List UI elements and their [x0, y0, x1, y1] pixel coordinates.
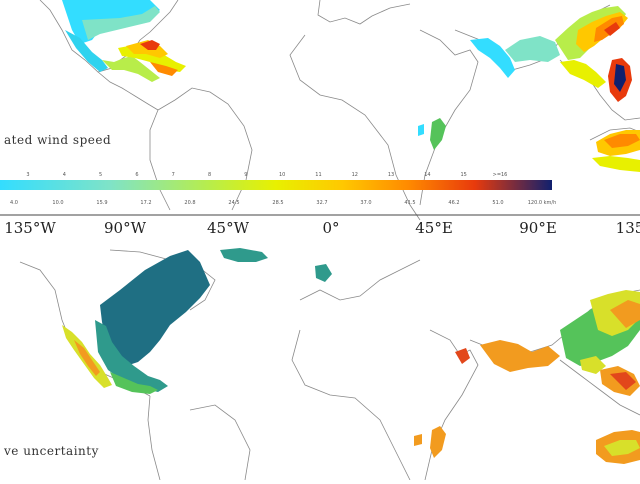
top-panel-label: ated wind speed [4, 133, 112, 147]
lon-label-45e: 45°E [415, 219, 453, 237]
colorbar-upper-tick: 13 [387, 172, 395, 178]
colorbar-lower-tick: 120.0 km/h [527, 200, 557, 206]
colorbar-lower-tick: 4.0 [10, 200, 18, 206]
colorbar-lower-tick: 15.9 [96, 200, 108, 206]
lon-label-135w: 135°W [4, 219, 56, 237]
colorbar-upper-tick: 12 [351, 172, 358, 178]
lon-label-135e: 135 [615, 219, 640, 237]
colorbar-upper-tick: 4 [62, 172, 66, 178]
colorbar-lower-tick: 37.0 [360, 200, 372, 206]
colorbar-lower-tick: 41.5 [404, 200, 416, 206]
colorbar-upper-tick: 10 [278, 172, 286, 178]
top-wind-australia [592, 130, 640, 172]
colorbar-lower-tick: 17.2 [140, 200, 152, 206]
colorbar-upper-tick: >=16 [492, 172, 508, 178]
colorbar-lower-tick: 28.5 [272, 200, 284, 206]
colorbar-upper-tick: 14 [424, 172, 431, 178]
colorbar-lower-tick: 10.0 [52, 200, 64, 206]
colorbar-lower-tick: 24.5 [228, 200, 240, 206]
colorbar-lower-tick: 46.2 [448, 200, 460, 206]
top-wind-madagascar [418, 118, 446, 150]
colorbar-upper-tick: 6 [135, 172, 139, 178]
top-map [39, 0, 640, 221]
top-coastlines [39, 0, 640, 221]
top-wind-americas [62, 0, 186, 82]
colorbar-upper-tick: 15 [460, 172, 467, 178]
bottom-panel-label: ve uncertainty [4, 444, 99, 458]
bottom-unc-southern [414, 426, 640, 464]
bottom-map [19, 248, 640, 481]
colorbar-upper-tick: 9 [244, 172, 248, 178]
bottom-unc-asia [455, 290, 640, 396]
colorbar-upper-tick: 8 [207, 172, 212, 178]
colorbar-upper-tick: 11 [315, 172, 322, 178]
lon-label-90e: 90°E [519, 219, 557, 237]
colorbar [0, 180, 552, 190]
lon-label-0: 0° [322, 219, 340, 237]
colorbar-lower-tick: 51.0 [492, 200, 504, 206]
colorbar-lower-tick: 32.7 [316, 200, 328, 206]
lon-label-90w: 90°W [103, 219, 147, 237]
colorbar-upper-tick: 5 [99, 172, 103, 178]
colorbar-lower-tick: 20.8 [184, 200, 196, 206]
bottom-unc-americas [62, 248, 332, 394]
colorbar-upper-tick: 7 [171, 172, 175, 178]
colorbar-upper-tick: 3 [26, 172, 30, 178]
top-wind-asia [470, 6, 632, 102]
lon-label-45w: 45°W [206, 219, 250, 237]
